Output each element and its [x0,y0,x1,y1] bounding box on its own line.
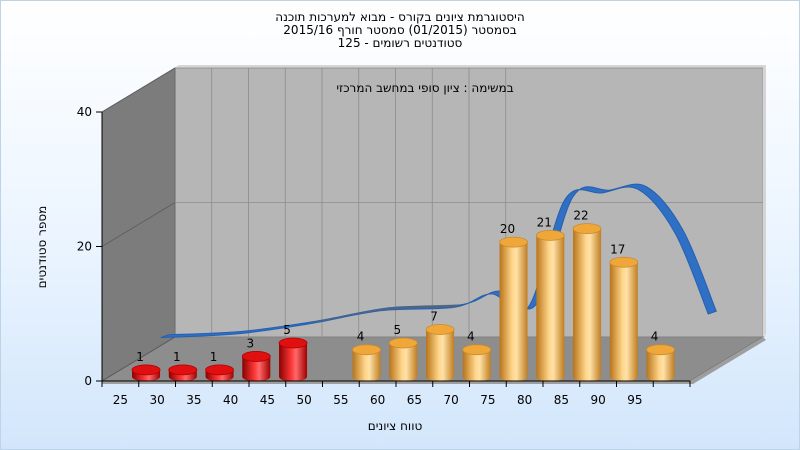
bar-top [388,337,418,349]
y-tick-label: 0 [84,374,92,388]
y-axis-label: מספר סטודנטים [35,206,49,289]
bar-body [389,342,418,382]
bar-body [609,262,638,382]
trend-layer [160,183,717,339]
x-tick-label: 80 [517,393,532,407]
data-label: 5 [283,323,291,337]
data-label: 20 [500,222,515,236]
grid-line-left [101,336,176,382]
bar-top [572,223,602,235]
x-tick-label: 75 [480,393,495,407]
data-label: 4 [651,330,659,344]
data-label: 22 [573,209,588,223]
chart-title-line-3: 125 - סטודנטים רשומים [338,36,463,50]
data-label: 4 [357,330,365,344]
back-wall-side [763,65,766,337]
data-label: 7 [430,310,438,324]
x-tick-label: 90 [590,393,605,407]
bar-top [462,344,492,356]
x-tick-label: 50 [296,393,311,407]
x-tick-label: 65 [407,393,422,407]
bar-top [205,364,234,376]
chart-title-line-1: היסטוגרמת ציונים בקורס - מבוא למערכות תו… [275,10,524,24]
x-tick-label: 40 [223,393,238,407]
x-tick-label: 85 [554,393,569,407]
bar-top [278,337,308,349]
x-tick-label: 60 [370,393,385,407]
x-tick-label: 55 [333,393,348,407]
data-label: 17 [610,242,625,256]
bar-top [499,236,528,248]
bar-body [352,349,381,382]
bar-body [426,329,455,382]
chart-title-line-2: בסמסטר (01/2015) סמסטר חורף 2015/16 [283,23,516,37]
bar-top [535,229,565,241]
data-label: 3 [246,336,254,350]
x-tick-label: 25 [113,393,128,407]
back-wall-rim [175,65,766,68]
x-tick-label: 70 [443,393,458,407]
bar-body [242,356,271,382]
x-tick-label: 30 [149,393,164,407]
bar-body [499,242,528,382]
bar-top [646,344,675,356]
bar-body [646,349,675,382]
bar-top [425,324,455,335]
data-label: 21 [537,215,552,229]
data-label: 5 [393,323,401,337]
x-tick-label: 95 [627,393,642,407]
data-label: 1 [136,350,144,364]
x-tick-label: 45 [260,393,275,407]
bars-layer: 1 1 1 3 5 4 5 7 4 20 21 22 17 4 [131,209,675,382]
grid-line-left [101,67,176,113]
data-label: 1 [210,350,218,364]
x-tick-label: 35 [186,393,201,407]
y-tick-label: 40 [77,105,92,119]
bar-body [536,235,565,382]
bar-body [279,342,308,382]
data-label: 1 [173,350,181,364]
bar-top [609,256,639,268]
data-label: 4 [467,330,475,344]
grid-line-left [101,202,176,247]
y-tick-label: 20 [77,240,92,254]
bar-body [573,228,602,382]
x-axis-label: טווח ציונים [368,419,423,433]
chart-subtitle: במשימה : ציון סופי במחשב המרכזי [336,81,513,95]
floor-edge [102,337,766,384]
trend-ribbon-shadow [307,304,463,325]
bar-top [352,344,381,356]
bar-top [131,364,161,376]
bar-top [168,364,198,376]
bar-top [241,351,271,362]
bar-body [462,349,491,382]
